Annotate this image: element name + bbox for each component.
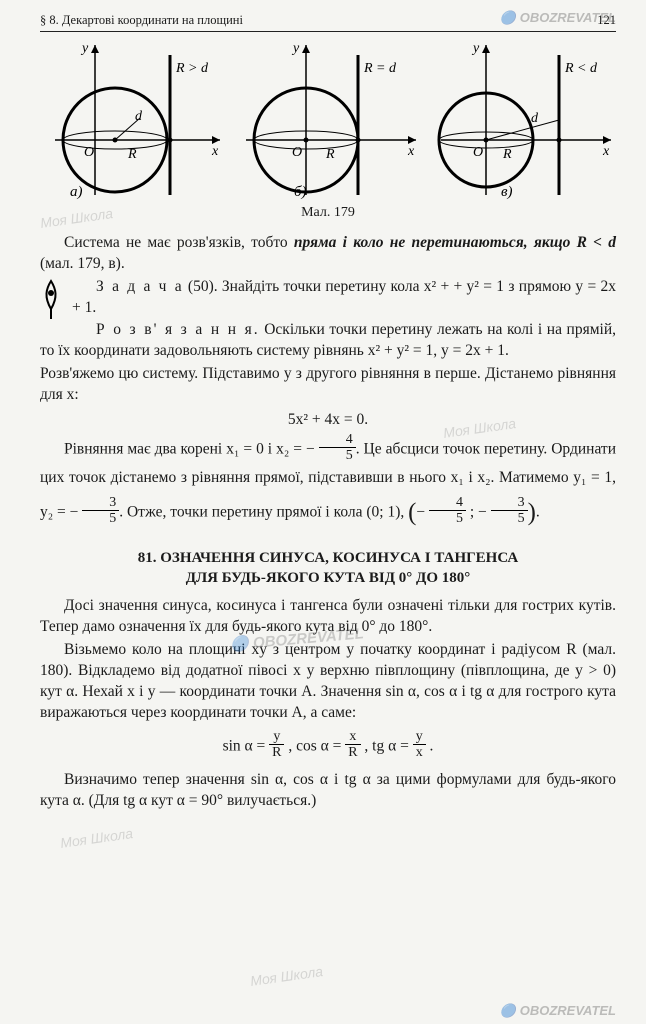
paragraph-7: Візьмемо коло на площині xy з центром у …: [40, 640, 616, 724]
distance-label: d: [135, 109, 143, 124]
relation-label-b: R = d: [363, 61, 397, 76]
svg-text:O: O: [292, 145, 302, 160]
page-number: 121: [597, 12, 616, 29]
figure-179c: y x O R d R < d в): [431, 40, 616, 200]
solution-paragraph: Р о з в' я з а н н я. Оскільки точки пер…: [40, 320, 616, 362]
watermark-brand-bot: 🔵 OBOZREVATEL: [500, 1003, 616, 1019]
section-81-title: 81. ОЗНАЧЕННЯ СИНУСА, КОСИНУСА І ТАНГЕНС…: [40, 548, 616, 589]
svg-text:R: R: [502, 147, 512, 162]
axis-x-label: x: [211, 144, 219, 159]
svg-text:x: x: [407, 144, 415, 159]
paragraph-1: Система не має розв'язків, тобто пряма і…: [40, 233, 616, 275]
svg-text:y: y: [291, 41, 300, 56]
figure-row: y x O R d R > d а) y x O R R = d б): [40, 40, 616, 200]
paragraph-5: Рівняння має два корені x₁ = 0 і x₂ = − …: [40, 435, 616, 534]
relation-label-a: R > d: [175, 61, 209, 76]
equation-2: sin α = yR , cos α = xR , tg α = yx .: [40, 732, 616, 762]
pen-icon: [36, 279, 66, 321]
svg-text:O: O: [473, 145, 483, 160]
origin-label: O: [84, 145, 94, 160]
svg-text:d: d: [531, 111, 539, 126]
watermark-school-4: Моя Школа: [249, 963, 324, 989]
figure-label-a: а): [70, 184, 83, 200]
figure-caption: Мал. 179: [40, 204, 616, 223]
figure-label-c: в): [501, 184, 513, 200]
figure-179b: y x O R R = d б): [236, 40, 421, 200]
relation-label-c: R < d: [564, 61, 598, 76]
paragraph-4: Розв'яжемо цю систему. Підставимо y з др…: [40, 364, 616, 406]
svg-text:x: x: [602, 144, 610, 159]
figure-179a: y x O R d R > d а): [40, 40, 225, 200]
figure-label-b: б): [294, 184, 307, 200]
radius-label: R: [127, 147, 137, 162]
page-content: § 8. Декартові координати на площині 121…: [0, 0, 646, 834]
task-paragraph: З а д а ч а (50). Знайдіть точки перетин…: [40, 277, 616, 319]
paragraph-8: Визначимо тепер значення sin α, cos α і …: [40, 770, 616, 812]
section-label: § 8. Декартові координати на площині: [40, 12, 243, 29]
paragraph-6: Досі значення синуса, косинуса і тангенс…: [40, 596, 616, 638]
page-header: § 8. Декартові координати на площині 121: [40, 12, 616, 32]
axis-y-label: y: [80, 41, 89, 56]
svg-text:y: y: [471, 41, 480, 56]
equation-1: 5x² + 4x = 0.: [40, 410, 616, 431]
svg-text:R: R: [325, 147, 335, 162]
